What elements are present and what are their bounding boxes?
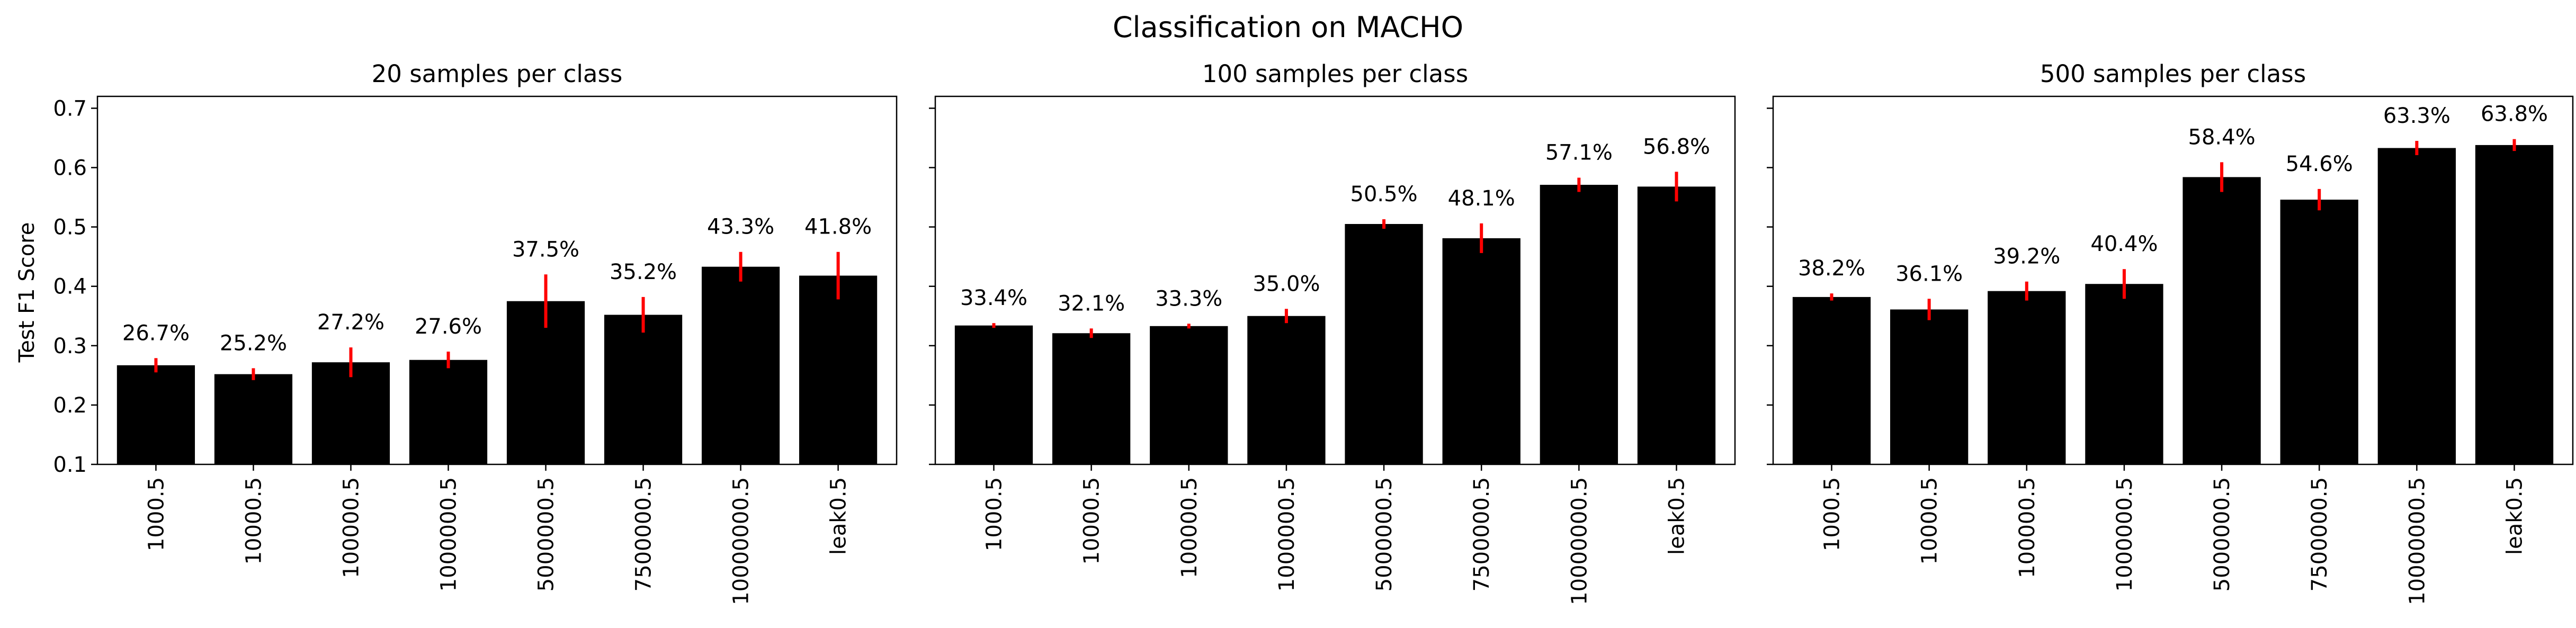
y-tick-label: 0.7 xyxy=(53,96,87,121)
y-tick-label: 0.3 xyxy=(53,334,87,358)
x-tick-label: 10000.5 xyxy=(1080,477,1104,564)
x-tick-label: 10000000.5 xyxy=(1567,477,1591,605)
data-label: 58.4% xyxy=(2188,125,2256,149)
data-label: 37.5% xyxy=(512,237,579,262)
x-tick-label: 100000.5 xyxy=(339,477,363,578)
data-label: 27.6% xyxy=(415,315,482,339)
chart-panel-2: 100 samples per class 33.4% 1000.5 32.1% 100… xyxy=(929,60,1736,605)
x-tick-label: leak0.5 xyxy=(2503,477,2527,555)
y-tick-label: 0.4 xyxy=(53,275,87,299)
data-label: 63.8% xyxy=(2481,102,2548,127)
data-label: 40.4% xyxy=(2090,232,2158,256)
x-tick-label: 1000000.5 xyxy=(1275,477,1299,591)
x-tick-label: 1000.5 xyxy=(144,477,168,551)
chart-panels: 20 samples per class 0.1 0.2 0.3 0.4 0.5 0.6 0.… xyxy=(53,60,2574,605)
y-tick-label: 0.2 xyxy=(53,393,87,418)
bar xyxy=(2085,284,2163,464)
x-tick-label: 10000.5 xyxy=(1918,477,1942,564)
data-label: 41.8% xyxy=(804,215,872,239)
subplot-title: 500 samples per class xyxy=(2040,60,2306,88)
data-label: 35.0% xyxy=(1253,272,1320,296)
data-label: 50.5% xyxy=(1350,182,1418,207)
bar xyxy=(1540,185,1618,465)
bar xyxy=(1150,326,1228,464)
chart-panel-1: 20 samples per class 0.1 0.2 0.3 0.4 0.5 0.6 0.… xyxy=(53,60,898,605)
data-label: 63.3% xyxy=(2383,104,2450,128)
data-label: 32.1% xyxy=(1058,291,1125,316)
bar xyxy=(214,374,293,464)
data-label: 36.1% xyxy=(1895,262,1963,286)
subplot-title: 20 samples per class xyxy=(372,60,623,88)
y-tick-label: 0.5 xyxy=(53,216,87,240)
x-tick-label: 5000000.5 xyxy=(1372,477,1397,591)
data-label: 27.2% xyxy=(317,310,384,335)
bar xyxy=(409,360,488,464)
bar xyxy=(2280,200,2358,464)
x-tick-label: 10000000.5 xyxy=(2405,477,2429,605)
bar xyxy=(799,275,878,464)
y-tick-label: 0.1 xyxy=(53,453,87,477)
bar xyxy=(1247,316,1326,464)
bar xyxy=(1988,291,2066,464)
x-tick-label: 1000.5 xyxy=(1820,477,1844,551)
x-tick-label: 10000.5 xyxy=(241,477,266,564)
data-label: 35.2% xyxy=(610,260,677,284)
x-tick-label: 5000000.5 xyxy=(2210,477,2234,591)
data-label: 26.7% xyxy=(122,321,190,345)
y-tick-label: 0.6 xyxy=(53,156,87,181)
bar xyxy=(117,365,195,464)
data-label: 56.8% xyxy=(1643,134,1710,159)
subplot-title: 100 samples per class xyxy=(1202,60,1468,88)
data-label: 54.6% xyxy=(2286,152,2353,176)
axes-frame xyxy=(934,95,1736,465)
data-label: 48.1% xyxy=(1448,186,1515,211)
data-label: 57.1% xyxy=(1545,141,1613,165)
bar xyxy=(311,362,390,464)
bar xyxy=(506,301,585,464)
y-axis-label: Test F1 Score xyxy=(15,222,39,363)
bar xyxy=(1052,333,1131,464)
x-tick-label: 10000000.5 xyxy=(729,477,754,605)
data-label: 33.3% xyxy=(1155,286,1222,311)
bar xyxy=(1890,309,1969,464)
bar xyxy=(1345,224,1423,464)
bar xyxy=(1637,186,1716,464)
bar xyxy=(2377,148,2456,465)
bar xyxy=(1442,238,1520,464)
axes-frame xyxy=(1772,95,2574,465)
data-label: 33.4% xyxy=(960,286,1027,310)
x-tick-label: 1000000.5 xyxy=(2113,477,2137,591)
data-label: 39.2% xyxy=(1993,245,2060,269)
data-label: 25.2% xyxy=(220,331,287,355)
x-tick-label: 5000000.5 xyxy=(534,477,559,591)
bar xyxy=(604,315,683,464)
axes-frame xyxy=(96,95,898,465)
x-tick-label: 7500000.5 xyxy=(632,477,656,591)
bar xyxy=(1792,297,1871,464)
bar xyxy=(2183,177,2261,464)
x-tick-label: 7500000.5 xyxy=(1470,477,1494,591)
x-tick-label: 7500000.5 xyxy=(2307,477,2332,591)
x-tick-label: leak0.5 xyxy=(827,477,851,555)
chart-panel-3: 500 samples per class 38.2% 1000.5 36.1% 100… xyxy=(1767,60,2574,605)
x-tick-label: 100000.5 xyxy=(1177,477,1202,578)
data-label: 38.2% xyxy=(1798,256,1865,281)
figure-title: Classification on MACHO xyxy=(1113,11,1463,44)
bar xyxy=(701,266,780,464)
x-tick-label: 100000.5 xyxy=(2015,477,2040,578)
bar xyxy=(2475,145,2554,465)
data-label: 43.3% xyxy=(707,215,774,239)
bar xyxy=(954,325,1033,464)
x-tick-label: leak0.5 xyxy=(1665,477,1689,555)
x-tick-label: 1000.5 xyxy=(982,477,1006,551)
x-tick-label: 1000000.5 xyxy=(436,477,461,591)
